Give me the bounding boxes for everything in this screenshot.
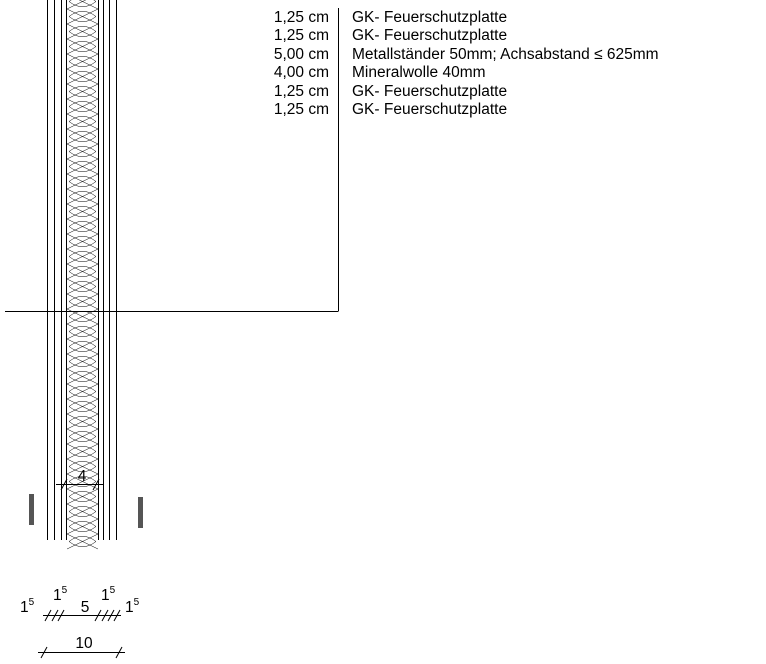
layer-legend: 1,25 cm 1,25 cm 5,00 cm 4,00 cm 1,25 cm …	[0, 9, 329, 119]
insulation-loop	[68, 221, 97, 232]
insulation-dimension	[56, 478, 104, 491]
mineral-wool-insulation-hatch	[66, 0, 99, 550]
dimension-layer-1: 15	[20, 597, 35, 616]
layer-thickness: 1,25 cm	[273, 27, 329, 45]
layer-description: Metallständer 50mm; Achsabstand ≤ 625mm	[352, 45, 659, 63]
layer-thickness: 5,00 cm	[273, 45, 329, 63]
insulation-loop	[68, 161, 97, 172]
insulation-loop	[68, 101, 97, 112]
total-dimension	[38, 646, 125, 659]
dimension-tick	[107, 609, 115, 622]
insulation-loop	[68, 116, 97, 127]
insulation-loop	[68, 11, 97, 22]
insulation-loop	[68, 266, 97, 277]
insulation-loop	[68, 476, 97, 487]
layer-thickness: 1,25 cm	[273, 82, 329, 100]
dimension-layer-2: 15	[53, 585, 68, 604]
dimension-tick	[60, 478, 68, 491]
insulation-loop	[68, 281, 97, 292]
insulation-loop	[68, 371, 97, 382]
legend-row: 4,00 cm	[0, 64, 329, 82]
dimension-tick	[57, 609, 65, 622]
dimension-layer-3: 5	[81, 599, 90, 616]
insulation-loop	[68, 311, 97, 322]
insulation-zigzag	[66, 0, 99, 550]
insulation-loop	[68, 206, 97, 217]
insulation-loop	[68, 26, 97, 37]
dimension-tick	[113, 609, 121, 622]
layer-description: GK- Feuerschutzplatte	[352, 27, 508, 45]
insulation-loop	[68, 56, 97, 67]
layer-thickness: 4,00 cm	[273, 64, 329, 82]
layer-dimension-row	[43, 609, 121, 622]
insulation-loop	[68, 176, 97, 187]
layer-description: GK- Feuerschutzplatte	[352, 100, 508, 118]
insulation-loop	[68, 521, 97, 532]
insulation-loop	[68, 386, 97, 397]
section-marker-right	[138, 497, 143, 528]
insulation-loop	[68, 506, 97, 517]
insulation-loop	[68, 536, 97, 547]
insulation-loop	[68, 146, 97, 157]
dimension-tick	[92, 478, 100, 491]
layer-thickness: 1,25 cm	[273, 9, 329, 26]
insulation-loop	[68, 236, 97, 247]
dimension-layer-5: 15	[125, 597, 140, 616]
legend-leader-line	[5, 8, 339, 312]
insulation-loop	[68, 416, 97, 427]
insulation-loop	[68, 71, 97, 82]
dimension-tick	[101, 609, 109, 622]
insulation-loop	[68, 341, 97, 352]
insulation-loop	[68, 41, 97, 52]
wall-layer-lines	[47, 0, 117, 540]
layer-description: Mineralwolle 40mm	[352, 64, 486, 82]
insulation-loop	[68, 446, 97, 457]
insulation-loop	[68, 491, 97, 502]
insulation-loop	[68, 251, 97, 262]
dimension-tick	[40, 646, 48, 659]
legend-row: 1,25 cm	[0, 9, 329, 27]
insulation-loop	[68, 461, 97, 472]
legend-row: 1,25 cm	[0, 27, 329, 45]
dimension-total-label: 10	[75, 635, 93, 652]
insulation-loop	[68, 191, 97, 202]
dimension-tick	[44, 609, 52, 622]
dimension-layer-4: 15	[101, 585, 116, 604]
insulation-loop	[68, 356, 97, 367]
insulation-loop	[68, 326, 97, 337]
insulation-loop	[68, 131, 97, 142]
dimension-tick	[51, 609, 59, 622]
dimension-insulation-label: 4	[78, 468, 87, 485]
insulation-loop	[68, 296, 97, 307]
insulation-loop	[68, 0, 97, 7]
insulation-loop	[68, 431, 97, 442]
dimension-tick	[115, 646, 123, 659]
legend-row: 5,00 cm	[0, 46, 329, 64]
layer-thickness: 1,25 cm	[273, 100, 329, 118]
layer-description: GK- Feuerschutzplatte	[352, 82, 508, 100]
legend-row: 1,25 cm	[0, 83, 329, 101]
insulation-loop	[68, 401, 97, 412]
insulation-loop	[68, 86, 97, 97]
legend-row: 1,25 cm	[0, 101, 329, 119]
section-marker-left	[29, 494, 34, 525]
layer-description: GK- Feuerschutzplatte	[352, 9, 508, 26]
dimension-tick	[94, 609, 102, 622]
